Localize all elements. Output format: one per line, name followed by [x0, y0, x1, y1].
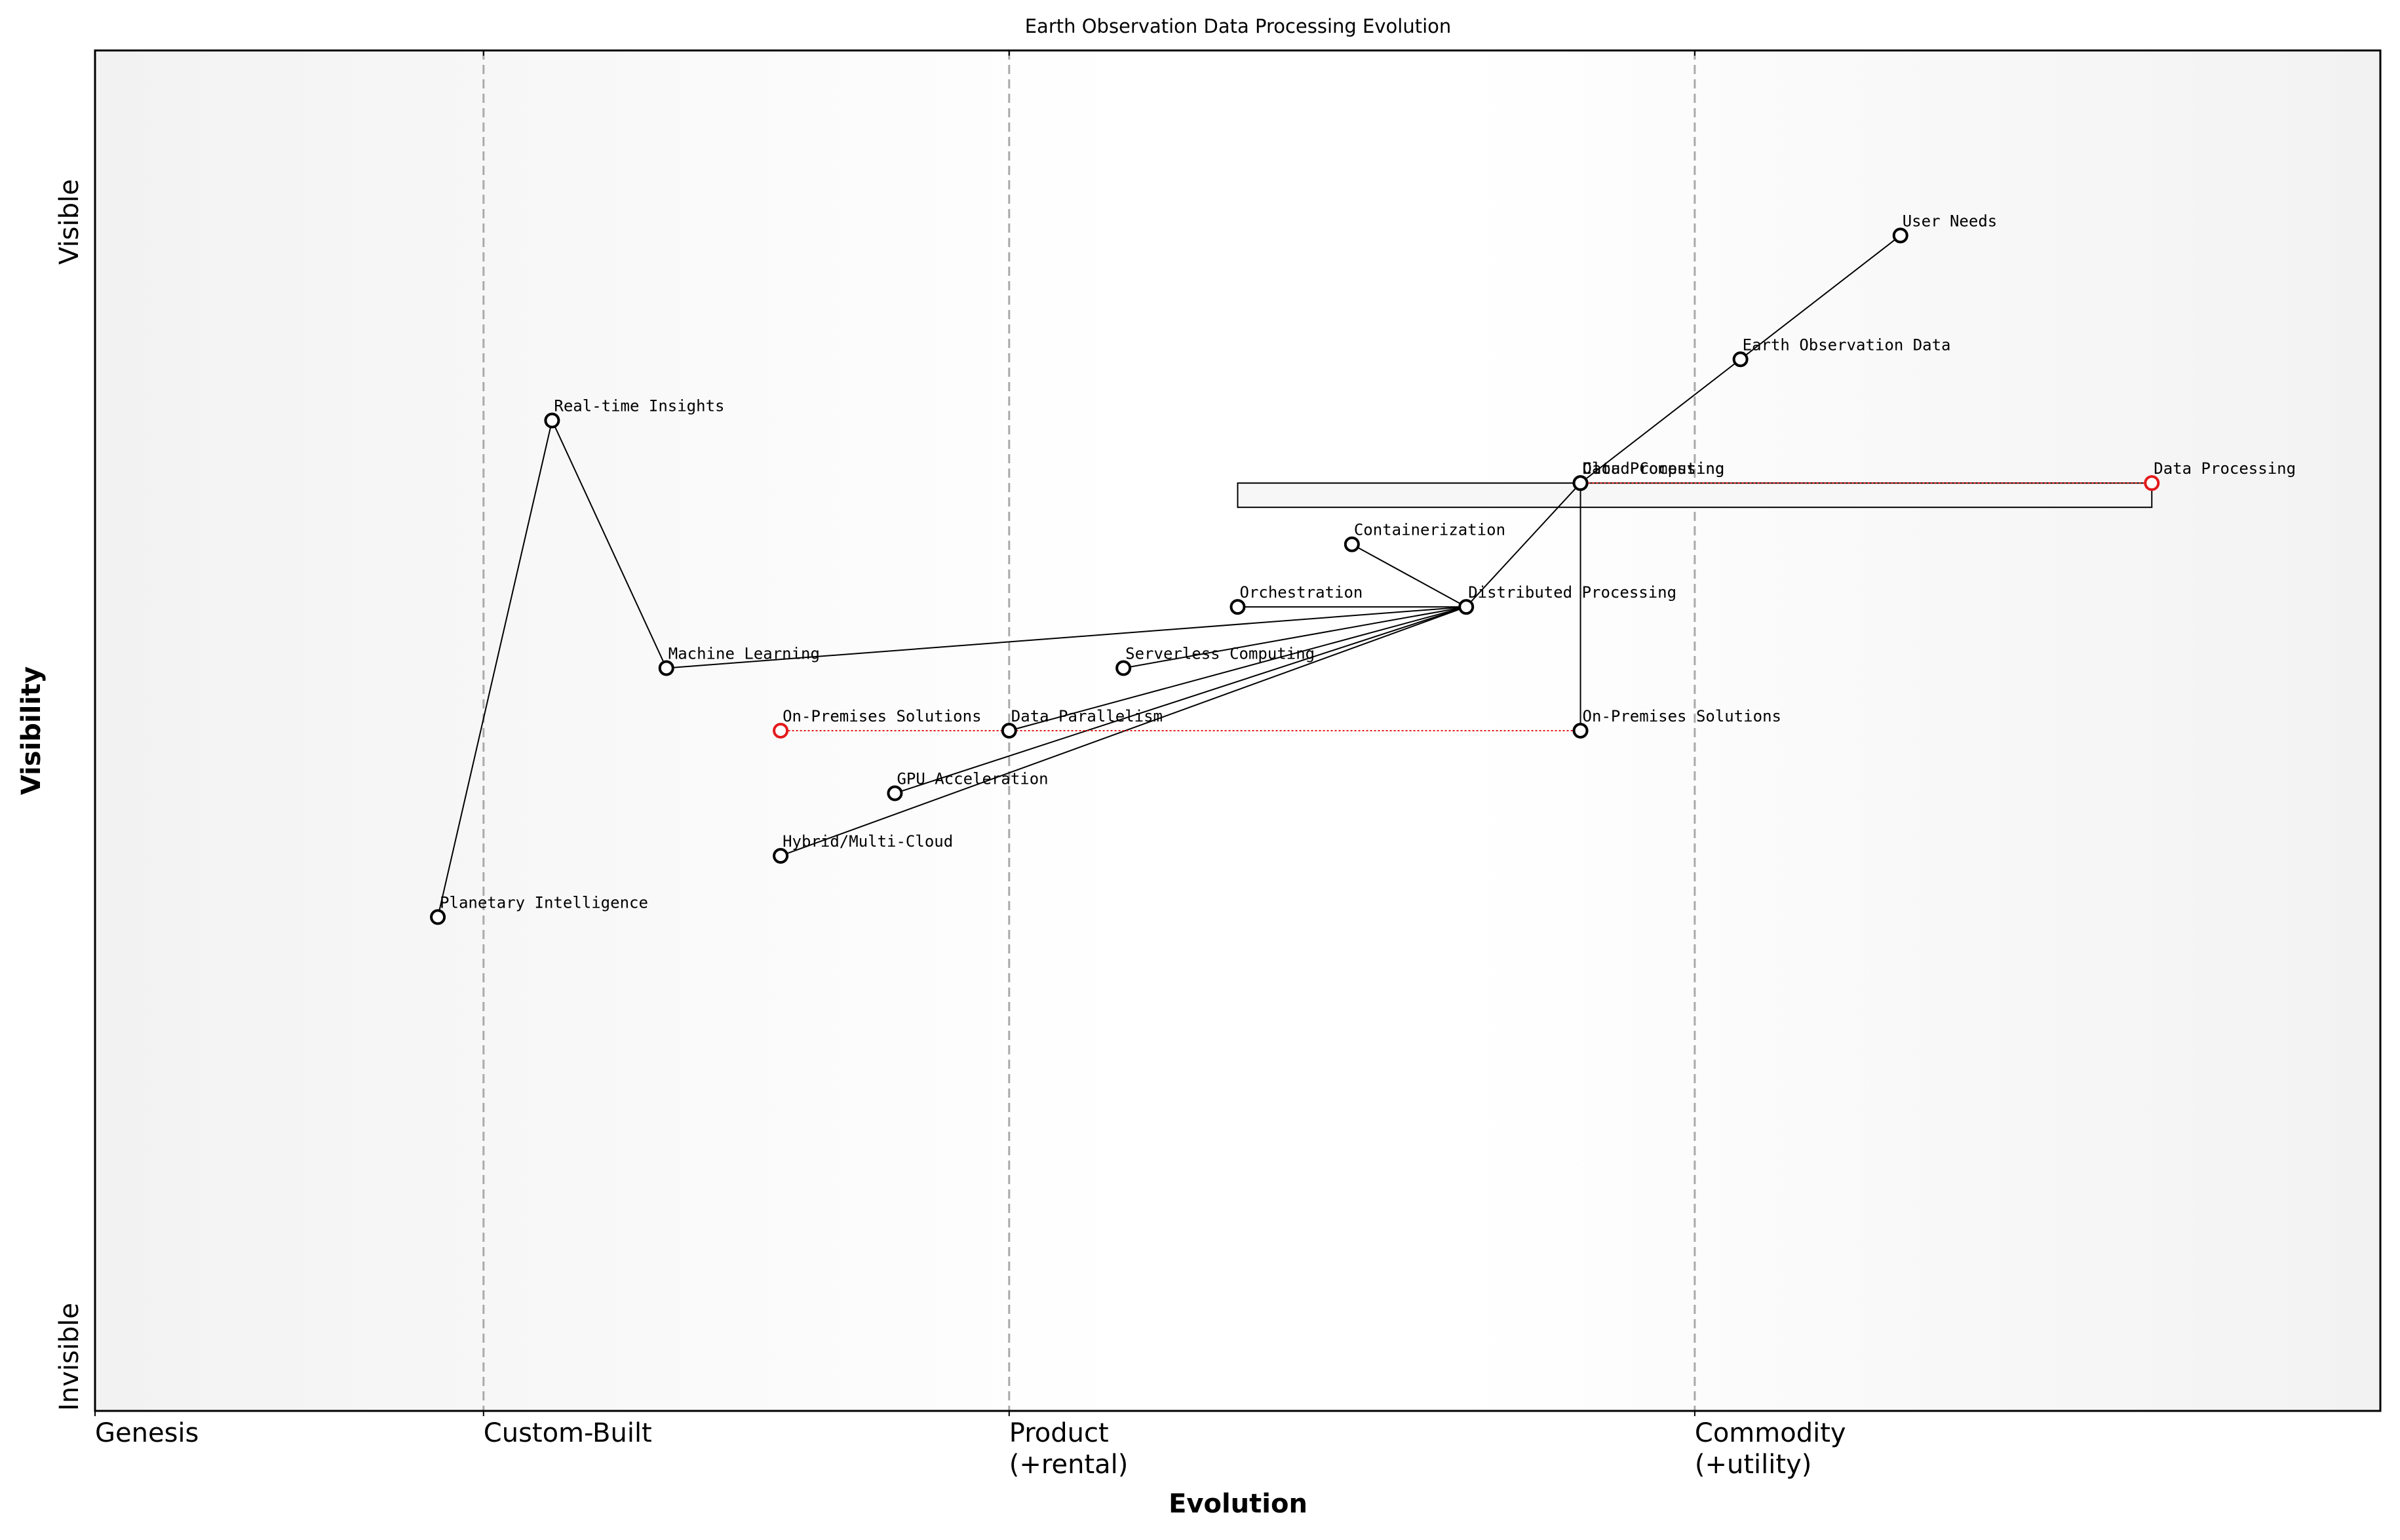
x-tick-label: Commodity (+utility)	[1694, 1418, 1846, 1480]
component-label: Cloud Computing	[1583, 459, 1725, 478]
component	[773, 847, 789, 864]
component-label: Orchestration	[1240, 583, 1363, 602]
dependency-link	[666, 606, 1467, 669]
component	[1001, 723, 1017, 739]
component-label: Machine Learning	[668, 645, 820, 663]
component-label: On-Premises Solutions	[1583, 707, 1781, 725]
dependency-link	[895, 606, 1467, 794]
component-label: Containerization	[1354, 521, 1505, 539]
dependency-link	[1009, 606, 1467, 731]
component	[1572, 723, 1589, 739]
evolved-component	[773, 723, 789, 739]
x-axis-label: Evolution	[1169, 1489, 1307, 1519]
dependency-link	[1351, 543, 1467, 607]
dependency-link	[1465, 482, 1581, 607]
x-tick-label: Genesis	[95, 1418, 199, 1448]
dependency-link	[1579, 358, 1741, 484]
component	[1115, 660, 1132, 676]
chart-title: Earth Observation Data Processing Evolut…	[1025, 15, 1452, 37]
evolved-component-label: Data Processing	[2154, 459, 2296, 478]
component	[1229, 599, 1246, 615]
evolved-component	[2144, 475, 2160, 491]
component-label: Real-time Insights	[554, 397, 724, 415]
component	[1572, 475, 1589, 491]
y-tick-label: Visible	[54, 179, 85, 265]
component-label: GPU Acceleration	[897, 769, 1048, 788]
component	[1732, 351, 1749, 368]
component-label: User Needs	[1903, 212, 1998, 230]
dependency-link	[780, 606, 1467, 857]
y-axis-label: Visibility	[16, 666, 47, 795]
component	[887, 785, 903, 801]
dependency-link	[1740, 235, 1901, 360]
y-tick-label: Invisible	[54, 1303, 85, 1411]
dependency-link	[437, 420, 553, 917]
component	[430, 909, 446, 925]
component-label: Data Processing	[1583, 459, 1725, 478]
plot-frame	[94, 49, 2382, 1412]
component-label: Data Parallelism	[1011, 707, 1163, 725]
component	[1892, 227, 1908, 244]
component	[1458, 599, 1475, 615]
component-label: Serverless Computing	[1125, 645, 1315, 663]
x-tick-label: Product (+rental)	[1009, 1418, 1129, 1480]
dependency-link	[551, 420, 667, 668]
component-label: Hybrid/Multi-Cloud	[783, 832, 953, 851]
component	[658, 660, 674, 676]
evolved-component-label: On-Premises Solutions	[783, 707, 981, 725]
dependency-link	[1123, 606, 1467, 669]
component-label: Distributed Processing	[1468, 583, 1676, 602]
component	[544, 412, 560, 429]
pipeline	[1237, 482, 2153, 509]
component	[1344, 536, 1360, 552]
component-label: Planetary Intelligence	[440, 893, 648, 912]
x-tick-label: Custom-Built	[483, 1418, 652, 1448]
component-label: Earth Observation Data	[1743, 336, 1951, 354]
